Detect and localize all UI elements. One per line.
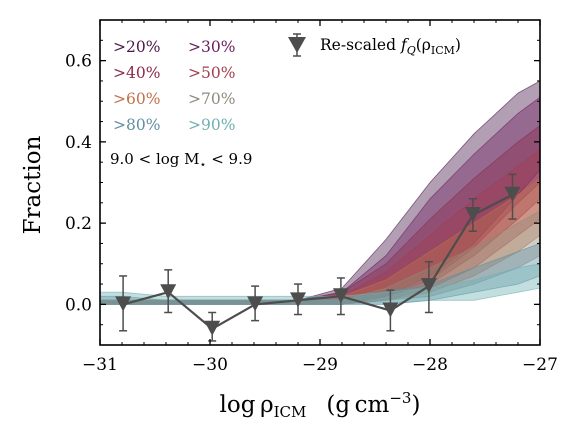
rescaled-point [204, 320, 221, 336]
y-tick-label: 0.0 [65, 295, 92, 315]
rescaled-label-fsub: Q [407, 44, 416, 57]
rescaled-point [290, 292, 306, 308]
y-axis-label: Fraction [20, 135, 46, 234]
x-axis-label-units-sup: −3 [389, 389, 411, 407]
x-axis-label-main: log ρ [220, 392, 274, 418]
rescaled-label-close: ) [455, 36, 461, 54]
y-axis-ticks: 0.0 0.2 0.4 0.6 [65, 19, 540, 326]
x-tick-label: −31 [82, 355, 118, 375]
y-tick-label: 0.4 [65, 133, 92, 153]
legend: >20% >30% >40% >50% >60% >70% >80% >90% [113, 38, 235, 134]
rescaled-label-argsub: ICM [431, 44, 455, 57]
rescaled-label-f: f [400, 36, 410, 54]
legend-entry-60pct: >60% [113, 90, 160, 108]
legend-entry-80pct: >80% [113, 116, 160, 134]
y-tick-label: 0.2 [65, 214, 92, 234]
rescaled-fq-series [115, 173, 521, 342]
mass-bin-sub: ⋆ [200, 158, 207, 171]
x-tick-label: −28 [412, 355, 448, 375]
x-axis-label: log ρICM (g cm−3) [220, 389, 421, 421]
x-axis-label-units-close: ) [411, 392, 420, 418]
legend-entry-90pct: >90% [188, 116, 235, 134]
rescaled-point [382, 302, 399, 318]
mass-bin-annotation: 9.0 < log M⋆ < 9.9 [110, 150, 252, 171]
rescaled-point [115, 296, 132, 312]
legend-entry-70pct: >70% [188, 90, 235, 108]
rescaled-point [332, 288, 349, 304]
rescaled-legend-marker [288, 37, 306, 53]
legend-entry-30pct: >30% [188, 38, 235, 56]
rescaled-label-arg: (ρ [416, 36, 431, 54]
rescaled-point [160, 284, 177, 300]
band-90pct [100, 263, 540, 305]
rescaled-legend-label: Re-scaled fQ(ρICM) [320, 36, 461, 57]
x-tick-label: −29 [302, 355, 338, 375]
y-tick-label: 0.6 [65, 52, 92, 72]
x-tick-label: −30 [192, 355, 228, 375]
mass-bin-suffix: < 9.9 [206, 150, 252, 168]
rescaled-legend-entry: Re-scaled fQ(ρICM) [288, 33, 461, 57]
rescaled-point [247, 296, 264, 312]
legend-entry-20pct: >20% [113, 38, 160, 56]
legend-entry-40pct: >40% [113, 64, 160, 82]
legend-entry-50pct: >50% [188, 64, 235, 82]
x-axis-label-sub: ICM [274, 403, 307, 421]
rescaled-point [464, 207, 481, 222]
x-axis-label-units: (g cm [326, 392, 389, 418]
x-tick-label: −27 [522, 355, 558, 375]
rescaled-line [122, 193, 514, 331]
x-axis-ticks: −31 −30 −29 −28 −27 [82, 20, 558, 375]
rescaled-label-prefix: Re-scaled [320, 36, 401, 54]
rescaled-point [504, 186, 521, 202]
mass-bin-prefix: 9.0 < log M [110, 150, 200, 168]
fraction-bands [100, 80, 540, 305]
rescaled-point [420, 278, 437, 294]
